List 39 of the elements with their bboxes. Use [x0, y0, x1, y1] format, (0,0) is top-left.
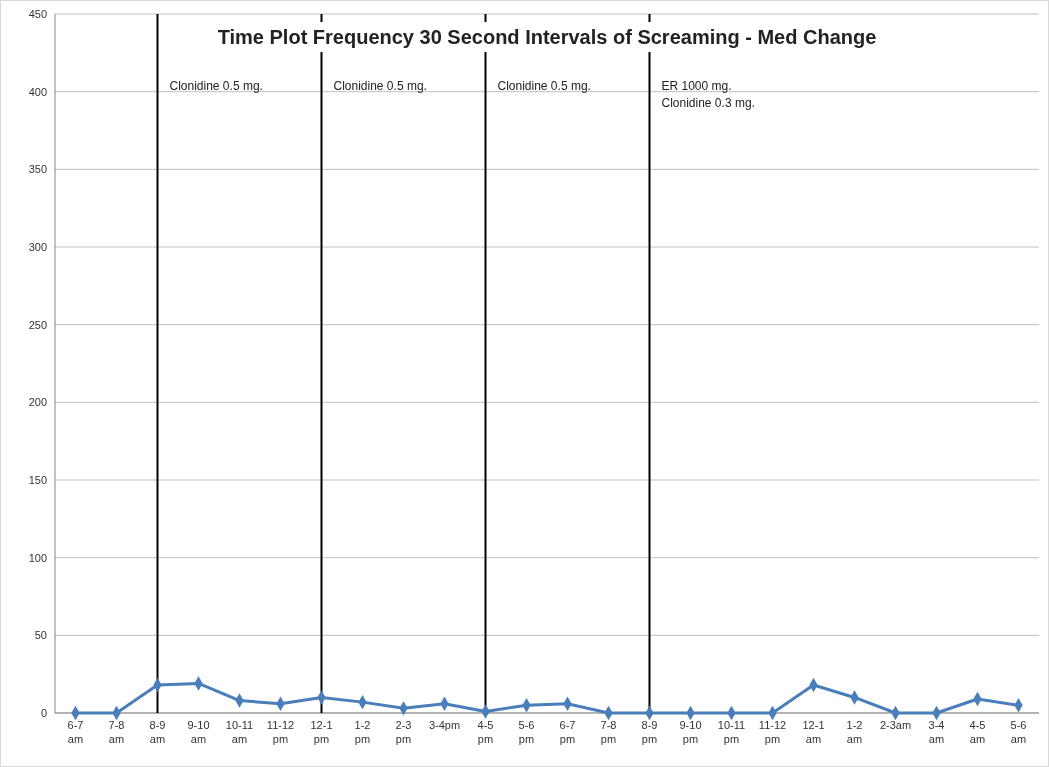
x-tick-label: 1-2 pm — [354, 719, 371, 745]
x-tick-label: 7-8 pm — [600, 719, 617, 745]
x-tick-label: 9-10 am — [187, 719, 210, 745]
text: Time Plot Frequency 30 Second Intervals of Screaming - Med Change — [217, 26, 877, 48]
x-tick-label: 4-5 pm — [477, 719, 494, 745]
x-tick-label: 1-2 am — [846, 719, 863, 745]
y-tick-label: 450 — [28, 7, 47, 20]
x-tick-label: 8-9 pm — [641, 719, 658, 745]
x-tick-label: 11-12 pm — [266, 719, 295, 745]
x-tick-label: 5-6 am — [1010, 719, 1027, 745]
ref-line-label: Clonidine 0.5 mg. — [497, 79, 591, 93]
ref-line-label: Clonidine 0.5 mg. — [333, 79, 427, 93]
y-tick-label: 100 — [28, 551, 47, 564]
x-tick-label: 2-3 pm — [395, 719, 412, 745]
y-tick-label: 250 — [28, 318, 47, 331]
y-tick-label: 50 — [34, 629, 47, 642]
y-tick-label: 350 — [28, 163, 47, 176]
x-tick-label: 9-10 pm — [679, 719, 702, 745]
x-tick-label: 6-7 am — [67, 719, 84, 745]
x-tick-label: 8-9 am — [149, 719, 166, 745]
y-tick-label: 300 — [28, 240, 47, 253]
x-tick-label: 10-11 pm — [717, 719, 746, 745]
x-tick-label: 6-7 pm — [559, 719, 576, 745]
x-tick-label: 7-8 am — [108, 719, 125, 745]
y-tick-label: 400 — [28, 85, 47, 98]
x-tick-label: 5-6 pm — [518, 719, 535, 745]
x-tick-label: 10-11 am — [225, 719, 254, 745]
x-tick-label: 3-4pm — [428, 719, 461, 731]
ref-line-label: ER 1000 mg. Clonidine 0.3 mg. — [661, 79, 755, 110]
x-tick-label: 12-1 pm — [310, 719, 333, 745]
x-tick-label: 4-5 am — [969, 719, 986, 745]
y-tick-label: 0 — [40, 706, 47, 719]
x-tick-label: 12-1 am — [802, 719, 825, 745]
x-tick-label: 11-12 pm — [758, 719, 787, 745]
x-tick-label: 3-4 am — [928, 719, 945, 745]
y-tick-label: 150 — [28, 473, 47, 486]
ref-line-label: Clonidine 0.5 mg. — [169, 79, 263, 93]
y-tick-label: 200 — [28, 396, 47, 409]
x-tick-label: 2-3am — [879, 719, 912, 731]
